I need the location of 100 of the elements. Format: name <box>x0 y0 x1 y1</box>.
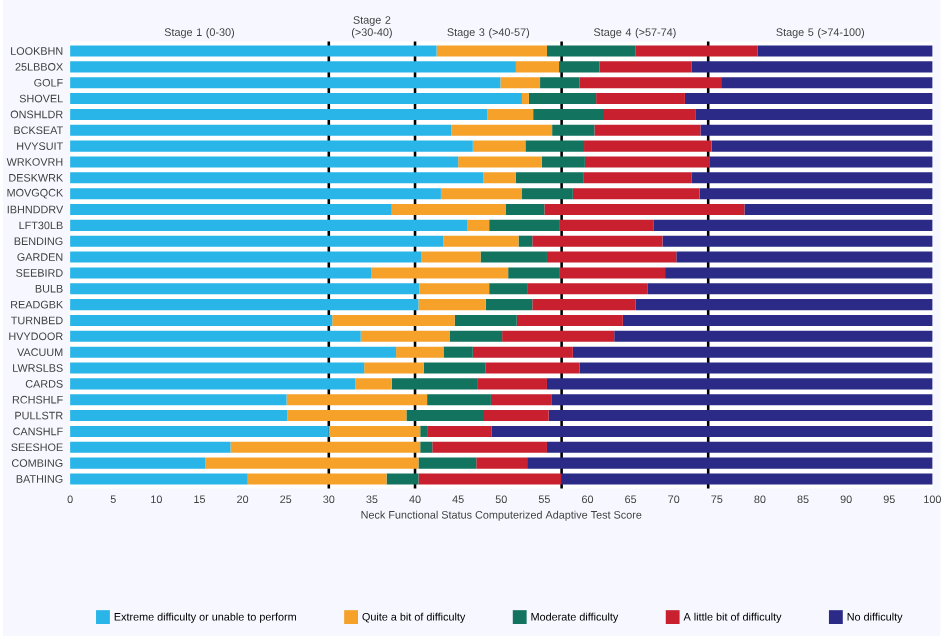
bar <box>695 108 933 120</box>
bar <box>485 362 580 374</box>
bar <box>551 393 933 405</box>
bar <box>70 473 248 485</box>
bar <box>559 60 600 73</box>
bar <box>70 298 419 310</box>
bar <box>70 377 356 390</box>
bar <box>427 425 492 437</box>
bar <box>436 45 547 57</box>
bar <box>700 124 933 136</box>
bar <box>635 45 758 57</box>
bar <box>489 282 528 294</box>
bar <box>70 330 361 342</box>
bar <box>70 219 468 231</box>
bar <box>757 45 933 57</box>
bar <box>70 108 488 120</box>
bar <box>596 92 685 104</box>
bar <box>421 251 481 263</box>
bar <box>70 441 231 453</box>
bar <box>70 140 473 152</box>
bar <box>70 171 484 183</box>
bar <box>396 346 444 358</box>
bar <box>584 156 710 168</box>
bar <box>454 314 517 326</box>
bar <box>485 298 533 310</box>
bar <box>487 108 534 120</box>
bar <box>205 457 419 469</box>
bar <box>371 267 509 279</box>
bar <box>599 60 692 73</box>
bar <box>480 251 547 263</box>
bar <box>70 124 452 136</box>
bar <box>449 330 503 342</box>
bar <box>635 298 933 310</box>
bar <box>418 473 562 485</box>
bar <box>540 76 580 88</box>
bar <box>418 298 486 310</box>
bar <box>579 76 722 88</box>
bar <box>70 282 420 294</box>
bar <box>386 473 419 485</box>
bar <box>70 267 372 279</box>
bar <box>691 171 933 183</box>
bar <box>70 60 516 73</box>
bar <box>711 140 933 152</box>
bar <box>579 362 933 374</box>
bar <box>355 377 392 390</box>
bar <box>423 362 486 374</box>
bar <box>476 457 528 469</box>
bar <box>527 457 933 469</box>
bar <box>603 108 696 120</box>
bar <box>614 330 933 342</box>
bar <box>490 393 552 405</box>
bar <box>505 203 545 215</box>
bar <box>572 187 700 199</box>
bar <box>70 314 333 326</box>
bar <box>521 92 529 104</box>
bar <box>594 124 701 136</box>
bar <box>427 393 491 405</box>
bar <box>622 314 933 326</box>
bar <box>647 282 933 294</box>
bar <box>286 393 428 405</box>
bar <box>662 235 933 247</box>
bar <box>546 441 933 453</box>
bar <box>541 156 585 168</box>
bar <box>458 156 542 168</box>
bar <box>443 346 473 358</box>
bar <box>70 92 522 104</box>
bar <box>70 393 287 405</box>
bar <box>744 203 933 215</box>
bar <box>515 60 560 73</box>
bar <box>665 267 933 279</box>
bar <box>70 203 392 215</box>
bar <box>328 425 421 437</box>
bar <box>70 235 444 247</box>
bar <box>230 441 421 453</box>
bar <box>500 76 541 88</box>
bar <box>483 171 516 183</box>
bar <box>502 330 615 342</box>
bar <box>332 314 455 326</box>
bar <box>432 441 547 453</box>
bar <box>70 346 397 358</box>
bar <box>516 314 623 326</box>
bar <box>364 362 424 374</box>
bar <box>559 219 654 231</box>
bar <box>518 235 533 247</box>
bar <box>70 457 206 469</box>
bar <box>584 140 712 152</box>
bar <box>70 425 329 437</box>
bar <box>472 140 526 152</box>
bar <box>70 187 441 199</box>
bar <box>515 171 584 183</box>
bar <box>552 124 595 136</box>
bar <box>440 187 522 199</box>
bar <box>472 346 573 358</box>
bar <box>70 76 501 88</box>
bar <box>561 473 933 485</box>
bar <box>532 298 636 310</box>
bar <box>528 92 597 104</box>
bar <box>489 219 560 231</box>
bar <box>418 457 477 469</box>
bar <box>684 92 933 104</box>
